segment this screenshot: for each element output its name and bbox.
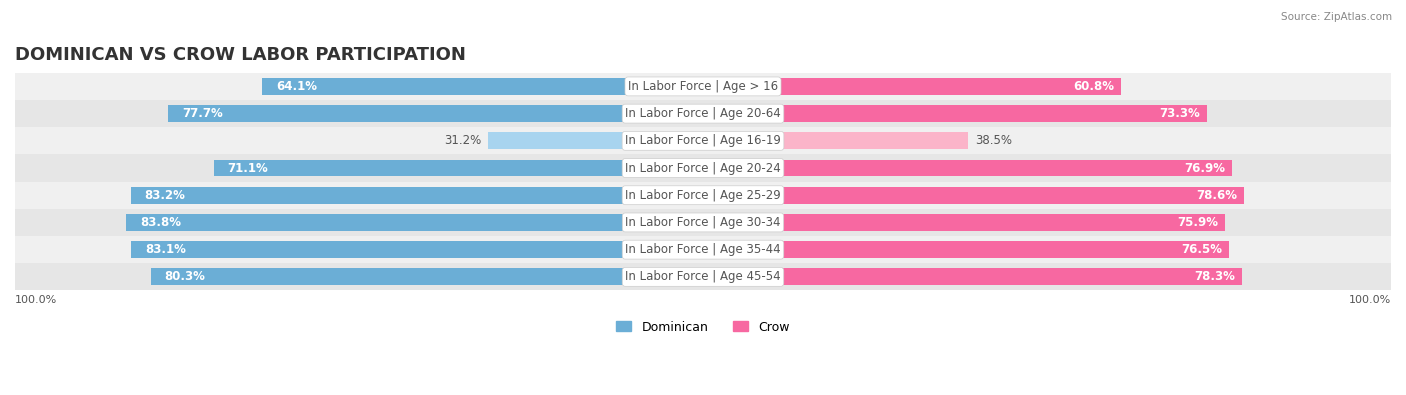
Bar [15,209,1391,236]
Text: 71.1%: 71.1% [228,162,269,175]
Text: Source: ZipAtlas.com: Source: ZipAtlas.com [1281,12,1392,22]
Bar [703,105,1208,122]
Bar [703,241,1229,258]
Bar [703,187,1244,204]
Bar [488,132,703,149]
Text: 76.5%: 76.5% [1181,243,1222,256]
Text: 100.0%: 100.0% [1348,295,1391,305]
Text: In Labor Force | Age 25-29: In Labor Force | Age 25-29 [626,189,780,202]
Bar [262,78,703,95]
Text: In Labor Force | Age > 16: In Labor Force | Age > 16 [628,80,778,93]
Bar [131,187,703,204]
Bar [214,160,703,177]
Text: 83.2%: 83.2% [145,189,186,202]
Text: In Labor Force | Age 45-54: In Labor Force | Age 45-54 [626,270,780,283]
Text: In Labor Force | Age 16-19: In Labor Force | Age 16-19 [626,134,780,147]
Bar [15,154,1391,182]
Text: 83.1%: 83.1% [145,243,186,256]
Text: 83.8%: 83.8% [141,216,181,229]
Text: 100.0%: 100.0% [15,295,58,305]
Bar [703,78,1122,95]
Text: In Labor Force | Age 20-24: In Labor Force | Age 20-24 [626,162,780,175]
Bar [703,269,1241,285]
Bar [15,236,1391,263]
Text: 77.7%: 77.7% [183,107,224,120]
Text: 75.9%: 75.9% [1177,216,1219,229]
Bar [131,241,703,258]
Bar [127,214,703,231]
Text: In Labor Force | Age 30-34: In Labor Force | Age 30-34 [626,216,780,229]
Bar [150,269,703,285]
Text: 73.3%: 73.3% [1160,107,1201,120]
Bar [703,214,1225,231]
Bar [15,263,1391,290]
Text: 78.3%: 78.3% [1194,270,1234,283]
Text: 64.1%: 64.1% [276,80,316,93]
Text: DOMINICAN VS CROW LABOR PARTICIPATION: DOMINICAN VS CROW LABOR PARTICIPATION [15,46,465,64]
Bar [703,132,967,149]
Text: In Labor Force | Age 35-44: In Labor Force | Age 35-44 [626,243,780,256]
Bar [15,73,1391,100]
Text: 31.2%: 31.2% [444,134,481,147]
Text: 38.5%: 38.5% [974,134,1012,147]
Legend: Dominican, Crow: Dominican, Crow [612,316,794,339]
Text: 78.6%: 78.6% [1197,189,1237,202]
Bar [15,100,1391,127]
Text: 60.8%: 60.8% [1073,80,1115,93]
Bar [703,160,1232,177]
Bar [169,105,703,122]
Text: 76.9%: 76.9% [1184,162,1225,175]
Text: 80.3%: 80.3% [165,270,205,283]
Bar [15,127,1391,154]
Bar [15,182,1391,209]
Text: In Labor Force | Age 20-64: In Labor Force | Age 20-64 [626,107,780,120]
